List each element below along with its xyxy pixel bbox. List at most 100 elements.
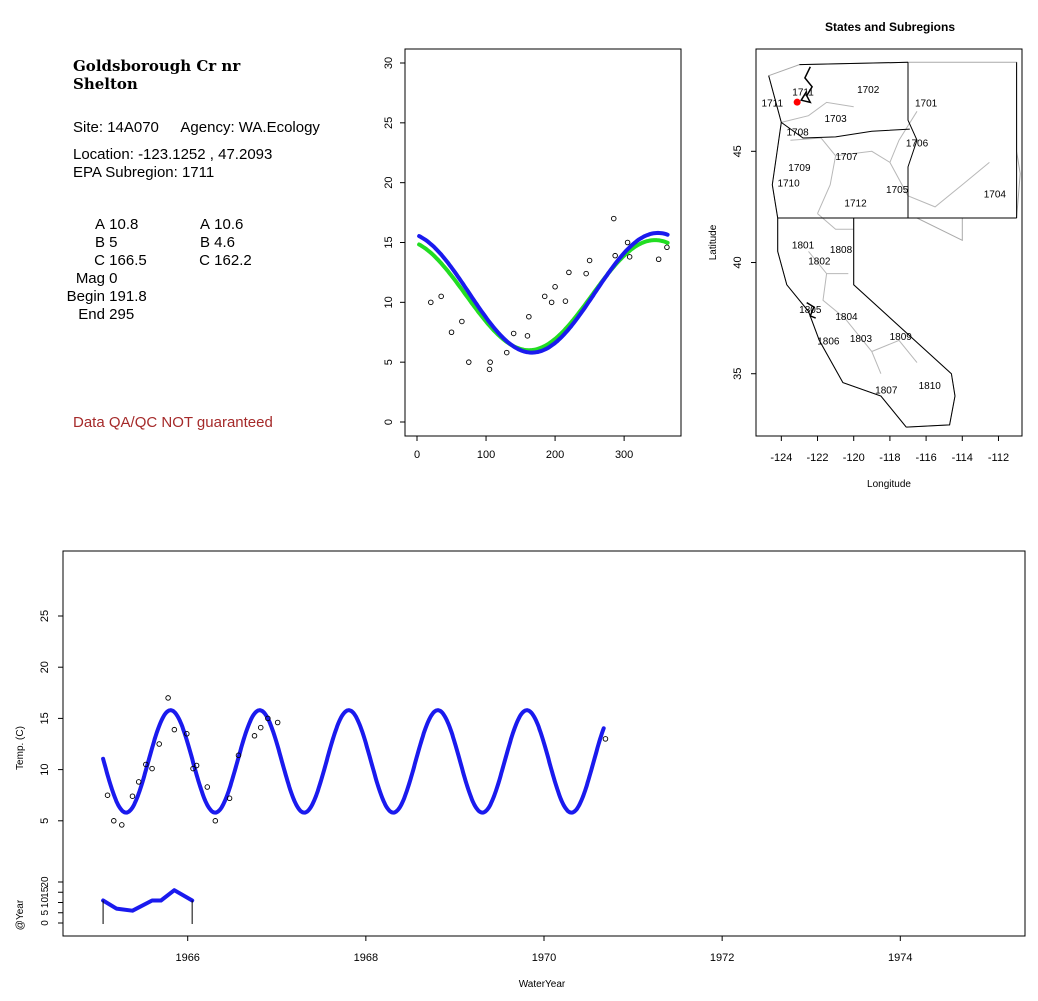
y-tick-label: 15: [383, 236, 395, 248]
data-point: [602, 736, 609, 742]
y-tick-label: 25: [39, 610, 51, 622]
subregion-boundary: [790, 137, 837, 214]
data-point: [251, 733, 258, 739]
subregion-boundary: [871, 339, 918, 363]
data-point: [510, 330, 517, 337]
y-tick-label: 5: [383, 359, 395, 365]
data-point: [448, 329, 455, 336]
y-tick-label: 45: [732, 145, 744, 157]
data-point: [548, 299, 555, 306]
fit-curve: [417, 230, 670, 355]
x-tick-label: -120: [843, 452, 865, 464]
data-point: [104, 792, 111, 798]
site-name-line2: Shelton: [73, 75, 138, 93]
inset-y-tick-label: 5: [40, 910, 51, 916]
subregion-label: 1803: [850, 334, 873, 345]
subregion-label: 1808: [830, 245, 853, 256]
subregion-label: 1711: [762, 98, 784, 109]
data-point: [204, 784, 211, 790]
param-value: 0: [109, 270, 118, 287]
data-point: [583, 270, 589, 277]
param-label: Mag: [75, 270, 105, 287]
subregion-label: 1706: [906, 138, 929, 149]
site-marker: [793, 98, 801, 106]
data-point: [143, 761, 149, 768]
y-tick-label: 35: [732, 368, 744, 380]
data-point: [655, 256, 662, 263]
data-point: [257, 724, 264, 731]
param-label: Begin: [66, 288, 105, 305]
subregion-label: 1702: [857, 85, 880, 96]
params-right: A 10.6 B 4.6 C 162.2: [150, 216, 252, 270]
x-tick-label: -116: [915, 452, 936, 464]
data-point: [466, 359, 472, 365]
subregion-label: 1804: [835, 312, 858, 323]
subregion-row: EPA Subregion: 1711: [73, 164, 214, 182]
data-point: [265, 715, 271, 722]
location-value: -123.1252 , 47.2093: [138, 146, 273, 163]
param-value: 295: [109, 306, 135, 323]
state-boundary: [768, 75, 907, 428]
state-boundary: [907, 62, 918, 218]
params-left: A 10.8 B 5 C 166.5 Mag 0 Begin 191.8 End…: [45, 216, 147, 324]
x-tick-label: -112: [988, 452, 1009, 464]
qa-disclaimer: Data QA/QC NOT guaranteed: [73, 414, 273, 431]
site-name: Goldsborough Cr nr Shelton: [73, 57, 240, 93]
subregion-label: 1703: [824, 114, 847, 125]
param-value: 5: [109, 234, 118, 251]
x-tick-label: 0: [414, 449, 420, 461]
subregion-label: 1704: [984, 190, 1007, 201]
y-tick-label: 5: [39, 818, 51, 824]
data-point: [171, 726, 178, 733]
y-tick-label: 20: [383, 177, 395, 189]
inset-curve: [101, 888, 195, 913]
data-point: [586, 257, 593, 264]
param-value: 191.8: [109, 288, 147, 305]
param-row: Mag 0: [45, 270, 147, 288]
param-row: C 162.2: [150, 252, 252, 270]
state-boundary: [781, 121, 910, 139]
subregion-boundary: [889, 162, 990, 208]
subregion-label: 1807: [875, 385, 898, 396]
x-tick-label: 1970: [532, 952, 556, 964]
location-label: Location:: [73, 146, 134, 163]
data-point: [190, 765, 196, 772]
state-boundary: [853, 218, 956, 428]
param-label: End: [78, 306, 105, 323]
x-tick-label: 1974: [888, 952, 912, 964]
inset-y-tick-label: 0: [40, 920, 51, 926]
param-value: 166.5: [109, 252, 147, 269]
y-tick-label: 30: [383, 57, 395, 69]
x-tick-label: 100: [477, 449, 495, 461]
param-value: 162.2: [214, 252, 252, 269]
subregion-value: 1711: [181, 164, 215, 181]
subregion-label: 1711: [792, 87, 814, 98]
data-point: [235, 752, 242, 759]
x-tick-label: -114: [952, 452, 973, 464]
map-frame: [755, 48, 1023, 437]
data-point: [226, 795, 233, 802]
inset-ylabel: @Year: [15, 899, 26, 930]
subregion-label: 1806: [817, 336, 840, 347]
subregion-label: 1701: [915, 98, 938, 109]
param-row: C 166.5: [45, 252, 147, 270]
data-point: [428, 299, 434, 306]
param-row: End 295: [45, 306, 147, 324]
model-curve: [101, 708, 606, 815]
timeseries-ylabel: Temp. (C): [15, 726, 26, 770]
subregion-label: 1809: [890, 332, 913, 343]
agency-label: Agency:: [180, 119, 235, 136]
inset-y-tick-label: 10: [40, 897, 51, 909]
inset-y-tick-label: 20: [40, 876, 51, 888]
subregion-boundary: [817, 213, 854, 230]
data-point: [526, 313, 532, 320]
x-tick-label: -122: [807, 452, 829, 464]
data-point: [664, 244, 670, 251]
param-row: B 5: [45, 234, 147, 252]
data-point: [566, 269, 572, 276]
subregion-label: 1705: [886, 185, 909, 196]
x-tick-label: 300: [615, 449, 633, 461]
data-point: [184, 731, 190, 737]
data-point: [274, 719, 281, 726]
param-label: C: [94, 252, 105, 269]
